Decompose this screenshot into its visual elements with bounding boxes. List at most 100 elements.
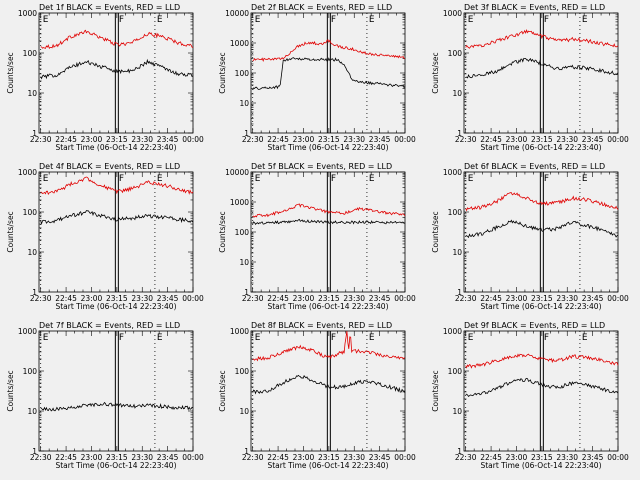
- series-line-lld: [465, 29, 619, 49]
- marker-label: E: [43, 174, 49, 184]
- panel-9: Det 9f BLACK = Events, RED = LLD 1 10 100 10…: [431, 321, 629, 470]
- x-axis-label: Start Time (06-Oct-14 22:23:40): [480, 302, 601, 311]
- x-tick-label: 22:30: [242, 135, 264, 144]
- y-tick-label: 1: [244, 288, 249, 297]
- plot-frame: [250, 171, 406, 293]
- marker-label: E: [255, 174, 261, 184]
- x-tick-label: 23:15: [318, 453, 340, 462]
- marker-label: F: [331, 174, 336, 184]
- panel-3: Det 3f BLACK = Events, RED = LLD 1 10 100 10…: [431, 3, 629, 152]
- x-tick-label: 23:15: [531, 294, 553, 303]
- plot-frame: [38, 330, 194, 452]
- x-tick-label: 23:45: [157, 135, 179, 144]
- y-tick-label: 10000: [225, 168, 249, 177]
- x-axis-label: Start Time (06-Oct-14 22:23:40): [267, 461, 388, 470]
- y-tick-label: 1: [457, 129, 462, 138]
- marker-label: E: [369, 15, 375, 25]
- marker-label: E: [255, 333, 261, 343]
- y-tick-label: 1000: [18, 168, 37, 177]
- x-tick-label: 22:45: [480, 135, 502, 144]
- y-axis-label: Counts/sec: [6, 370, 15, 411]
- y-tick-label: 1000: [443, 327, 462, 336]
- x-tick-label: 23:00: [293, 135, 315, 144]
- plot-frame: [463, 171, 619, 293]
- x-tick-label: 22:45: [55, 135, 77, 144]
- marker-label: E: [157, 174, 163, 184]
- x-tick-label: 23:30: [556, 294, 578, 303]
- y-tick-label: 100: [448, 367, 463, 376]
- x-tick-label: 23:30: [343, 135, 365, 144]
- y-tick-label: 1000: [18, 9, 37, 18]
- x-tick-label: 23:45: [582, 294, 604, 303]
- panel-7: Det 7f BLACK = Events, RED = LLD 1 10 100 10…: [6, 321, 204, 470]
- x-tick-label: 23:45: [369, 453, 391, 462]
- marker-label: F: [331, 333, 336, 343]
- y-tick-label: 1: [457, 288, 462, 297]
- x-tick-label: 23:30: [131, 294, 153, 303]
- y-tick-label: 1000: [230, 39, 249, 48]
- marker-label: E: [43, 15, 49, 25]
- marker-label: E: [157, 15, 163, 25]
- marker-label: F: [119, 174, 124, 184]
- series-line-lld: [252, 39, 406, 63]
- series-line-events: [465, 377, 619, 397]
- x-tick-label: 23:00: [506, 135, 528, 144]
- y-tick-label: 10: [27, 89, 37, 98]
- x-tick-label: 00:00: [182, 135, 204, 144]
- y-tick-label: 1000: [443, 168, 462, 177]
- series-line-events: [465, 219, 619, 239]
- series-line-lld: [40, 29, 194, 50]
- x-tick-label: 23:00: [293, 294, 315, 303]
- y-tick-label: 1000: [230, 198, 249, 207]
- plot-frame: [38, 171, 194, 293]
- x-tick-label: 22:30: [30, 453, 52, 462]
- series-line-events: [40, 210, 194, 225]
- marker-label: E: [582, 333, 588, 343]
- y-tick-label: 10: [239, 99, 249, 108]
- x-tick-label: 23:45: [582, 135, 604, 144]
- y-axis-label: Counts/sec: [431, 370, 440, 411]
- x-tick-label: 23:30: [343, 294, 365, 303]
- y-axis-label: Counts/sec: [6, 52, 15, 93]
- x-tick-label: 00:00: [607, 135, 629, 144]
- x-axis-label: Start Time (06-Oct-14 22:23:40): [55, 302, 176, 311]
- series-line-lld: [40, 176, 194, 195]
- x-tick-label: 23:00: [81, 135, 103, 144]
- panel-title: Det 6f BLACK = Events, RED = LLD: [464, 162, 605, 171]
- marker-label: E: [468, 333, 474, 343]
- panel-2: Det 2f BLACK = Events, RED = LLD 1 10 100 10…: [218, 3, 416, 152]
- y-tick-label: 10: [239, 407, 249, 416]
- y-axis-label: Counts/sec: [218, 211, 227, 252]
- x-tick-label: 23:15: [106, 453, 128, 462]
- marker-label: E: [369, 174, 375, 184]
- x-tick-label: 00:00: [182, 453, 204, 462]
- x-tick-label: 23:00: [506, 453, 528, 462]
- x-axis-label: Start Time (06-Oct-14 22:23:40): [55, 461, 176, 470]
- y-tick-label: 100: [235, 69, 250, 78]
- series-line-events: [40, 401, 194, 412]
- panel-title: Det 2f BLACK = Events, RED = LLD: [251, 3, 392, 12]
- x-tick-label: 23:45: [157, 294, 179, 303]
- y-tick-label: 100: [23, 49, 38, 58]
- x-tick-label: 22:45: [267, 294, 289, 303]
- x-tick-label: 23:00: [81, 294, 103, 303]
- plot-frame: [463, 12, 619, 134]
- panel-5: Det 5f BLACK = Events, RED = LLD 1 10 100 10…: [218, 162, 416, 311]
- series-line-lld: [465, 192, 619, 212]
- series-line-events: [252, 218, 406, 225]
- y-tick-label: 1: [32, 288, 37, 297]
- panel-title: Det 8f BLACK = Events, RED = LLD: [251, 321, 392, 330]
- x-tick-label: 23:15: [106, 135, 128, 144]
- x-tick-label: 23:45: [157, 453, 179, 462]
- y-tick-label: 1: [244, 447, 249, 456]
- x-axis-label: Start Time (06-Oct-14 22:23:40): [267, 302, 388, 311]
- y-tick-label: 100: [235, 228, 250, 237]
- x-tick-label: 00:00: [394, 135, 416, 144]
- series-line-lld: [252, 330, 406, 362]
- x-tick-label: 22:30: [455, 294, 477, 303]
- y-tick-label: 10: [239, 258, 249, 267]
- x-tick-label: 00:00: [394, 294, 416, 303]
- y-tick-label: 100: [448, 49, 463, 58]
- x-tick-label: 23:15: [531, 135, 553, 144]
- panel-4: Det 4f BLACK = Events, RED = LLD 1 10 100 10…: [6, 162, 204, 311]
